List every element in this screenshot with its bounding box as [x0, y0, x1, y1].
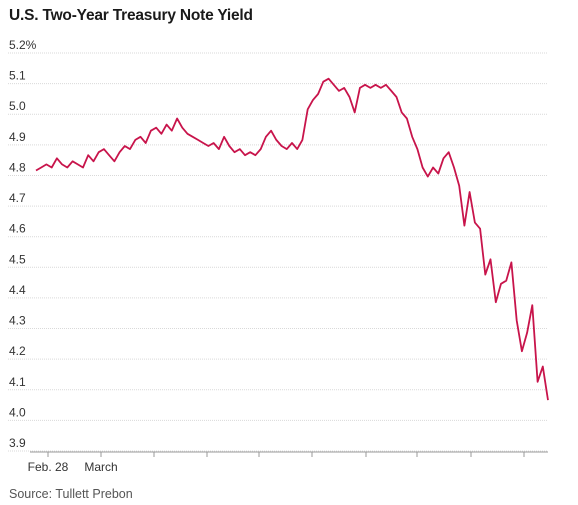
y-tick-label: 4.2 — [9, 344, 26, 358]
series-layer — [35, 77, 549, 401]
y-tick-label: 5.2% — [9, 38, 37, 52]
y-axis-ticks: 3.9 4.0 4.1 4.2 4.3 4.4 4.5 4.6 4.7 4.8 4.9 5.0 5.1 5… — [9, 38, 37, 450]
y-tick-label: 4.5 — [9, 252, 26, 266]
y-tick-label: 5.0 — [9, 99, 26, 113]
y-tick-label: 4.7 — [9, 191, 26, 205]
y-tick-label: 5.1 — [9, 69, 26, 83]
y-tick-label: 4.3 — [9, 314, 26, 328]
x-tick-label: March — [84, 460, 117, 474]
y-tick-label: 3.9 — [9, 436, 26, 450]
y-tick-label: 4.0 — [9, 405, 26, 419]
yield-series-line — [35, 77, 549, 401]
y-tick-label: 4.1 — [9, 375, 26, 389]
source-note: Source: Tullett Prebon — [9, 487, 133, 501]
y-tick-label: 4.4 — [9, 283, 26, 297]
x-tick-label: Feb. 28 — [28, 460, 69, 474]
grid-lines — [8, 52, 548, 452]
x-axis: Feb. 28 March — [28, 451, 548, 474]
y-tick-label: 4.8 — [9, 160, 26, 174]
y-tick-label: 4.9 — [9, 130, 26, 144]
y-tick-label: 4.6 — [9, 222, 26, 236]
chart-title: U.S. Two-Year Treasury Note Yield — [9, 7, 253, 24]
